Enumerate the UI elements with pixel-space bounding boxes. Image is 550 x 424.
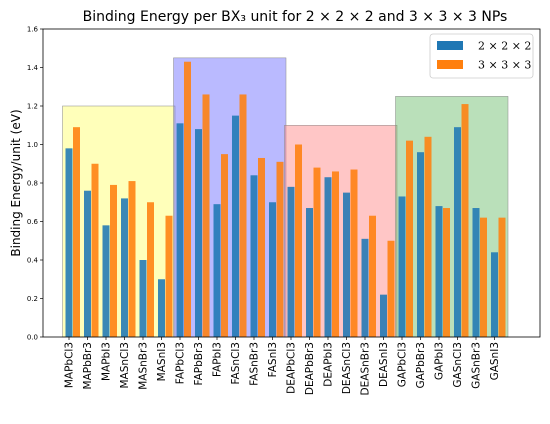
bar-small-GASnI3 — [491, 252, 498, 337]
bar-small-GAPbI3 — [435, 206, 443, 337]
bar-small-FASnCl3 — [232, 115, 239, 337]
legend-label: 2 × 2 × 2 — [478, 40, 531, 53]
bar-large-FAPbI3 — [221, 154, 228, 337]
bar-small-DEASnI3 — [380, 294, 387, 337]
x-tick-label: GASnCl3 — [452, 342, 464, 388]
bar-small-MASnCl3 — [121, 198, 128, 337]
bars — [65, 61, 506, 337]
bar-large-DEASnCl3 — [350, 169, 358, 337]
bar-large-FAPbCl3 — [184, 61, 191, 337]
bar-small-DEASnBr3 — [361, 238, 369, 337]
bar-small-GAPbBr3 — [417, 152, 424, 337]
y-ticks: 0.0 0.2 0.4 0.6 0.8 1.0 1.2 1.4 1.6 — [27, 26, 43, 342]
x-tick-label: DEAPbCl3 — [286, 342, 298, 394]
y-tick-label: 0.6 — [27, 218, 39, 226]
bar-large-MAPbBr3 — [91, 163, 99, 337]
bar-small-FAPbCl3 — [176, 123, 184, 337]
bar-large-MASnCl3 — [128, 181, 136, 337]
bar-small-FASnI3 — [269, 202, 276, 337]
x-tick-label: MAPbBr3 — [82, 342, 94, 389]
y-tick-label: 0.8 — [27, 180, 38, 188]
x-tick-label: DEASnBr3 — [360, 342, 372, 395]
bar-small-MASnI3 — [158, 279, 165, 337]
bar-small-DEAPbBr3 — [306, 208, 313, 337]
y-tick-label: 1.6 — [27, 26, 39, 34]
x-tick-label: MASnBr3 — [138, 342, 150, 390]
x-tick-label: GAPbI3 — [434, 342, 446, 380]
x-tick-label: DEASnCl3 — [341, 342, 353, 394]
y-tick-label: 1.0 — [27, 141, 38, 149]
legend-swatch — [437, 60, 463, 69]
bar-small-MAPbCl3 — [65, 148, 73, 337]
bar-small-FAPbI3 — [213, 204, 221, 337]
bar-small-MASnBr3 — [139, 260, 147, 337]
group-highlight-0 — [62, 105, 176, 338]
bar-small-FASnBr3 — [250, 175, 258, 337]
bar-large-GASnCl3 — [461, 104, 469, 337]
bar-large-MASnBr3 — [147, 202, 154, 337]
x-tick-label: FASnCl3 — [230, 342, 242, 385]
x-tick-label: DEAPbBr3 — [304, 342, 316, 395]
x-tick-label: DEAPbI3 — [323, 342, 335, 387]
bar-small-GAPbCl3 — [398, 196, 406, 337]
group-highlights — [62, 57, 509, 338]
x-tick-label: FAPbCl3 — [175, 342, 187, 384]
x-tick-label: DEASnI3 — [378, 342, 390, 387]
bar-large-DEASnI3 — [387, 240, 395, 337]
bar-large-DEAPbBr3 — [313, 167, 321, 337]
bar-large-DEAPbCl3 — [295, 144, 302, 337]
x-tick-label: MASnCl3 — [119, 342, 131, 389]
bar-large-GAPbI3 — [443, 208, 450, 337]
x-tick-label: MAPbCl3 — [64, 342, 76, 388]
bar-large-FASnCl3 — [239, 94, 247, 337]
group-highlight-3 — [395, 96, 509, 338]
group-highlight-1 — [173, 57, 287, 338]
x-tick-label: GASnI3 — [489, 342, 501, 380]
group-highlight-2 — [284, 125, 398, 338]
x-tick-label: FASnI3 — [267, 342, 279, 377]
legend: 2 × 2 × 2 3 × 3 × 3 — [429, 33, 534, 79]
bar-large-DEASnBr3 — [369, 215, 376, 337]
bar-large-DEAPbI3 — [332, 171, 339, 337]
legend-swatch — [437, 41, 463, 50]
bar-small-DEAPbI3 — [324, 177, 332, 337]
bar-small-GASnCl3 — [454, 127, 461, 337]
bar-large-MASnI3 — [165, 215, 173, 337]
legend-label: 3 × 3 × 3 — [478, 59, 531, 72]
x-tick-label: FAPbBr3 — [193, 342, 205, 385]
bar-large-MAPbCl3 — [73, 127, 80, 337]
bar-large-GASnBr3 — [480, 217, 487, 337]
x-tick-label: FASnBr3 — [249, 342, 261, 386]
bar-large-FAPbBr3 — [202, 94, 210, 337]
y-tick-label: 1.4 — [27, 64, 39, 72]
bar-large-GAPbCl3 — [406, 140, 413, 337]
chart-title: Binding Energy per BX₃ unit for 2 × 2 × … — [83, 9, 508, 25]
bar-large-GAPbBr3 — [424, 136, 432, 337]
y-tick-label: 0.4 — [27, 257, 39, 265]
x-tick-label: GASnBr3 — [471, 342, 483, 389]
x-tick-labels: MAPbCl3 MAPbBr3 MAPbI3 MASnCl3 MASnBr3 MASnI3… — [64, 337, 501, 395]
y-tick-label: 0.2 — [27, 295, 38, 303]
y-tick-label: 0.0 — [27, 334, 38, 342]
bar-large-GASnI3 — [498, 217, 506, 337]
bar-small-FAPbBr3 — [195, 129, 202, 337]
x-tick-label: MASnI3 — [156, 342, 168, 381]
x-tick-label: FAPbI3 — [212, 342, 224, 377]
y-axis-label: Binding Energy/unit (eV) — [9, 109, 23, 256]
x-tick-label: GAPbCl3 — [397, 342, 409, 387]
x-tick-label: GAPbBr3 — [415, 342, 427, 389]
bar-small-MAPbI3 — [102, 225, 110, 337]
bar-small-DEASnCl3 — [343, 192, 350, 337]
bar-large-FASnBr3 — [258, 157, 265, 337]
bar-large-FASnI3 — [276, 161, 284, 337]
bar-large-MAPbI3 — [110, 184, 117, 337]
y-tick-label: 1.2 — [27, 103, 38, 111]
bar-small-GASnBr3 — [472, 208, 480, 337]
bar-small-MAPbBr3 — [84, 190, 91, 337]
x-tick-label: MAPbI3 — [101, 342, 113, 381]
bar-small-DEAPbCl3 — [287, 186, 295, 337]
